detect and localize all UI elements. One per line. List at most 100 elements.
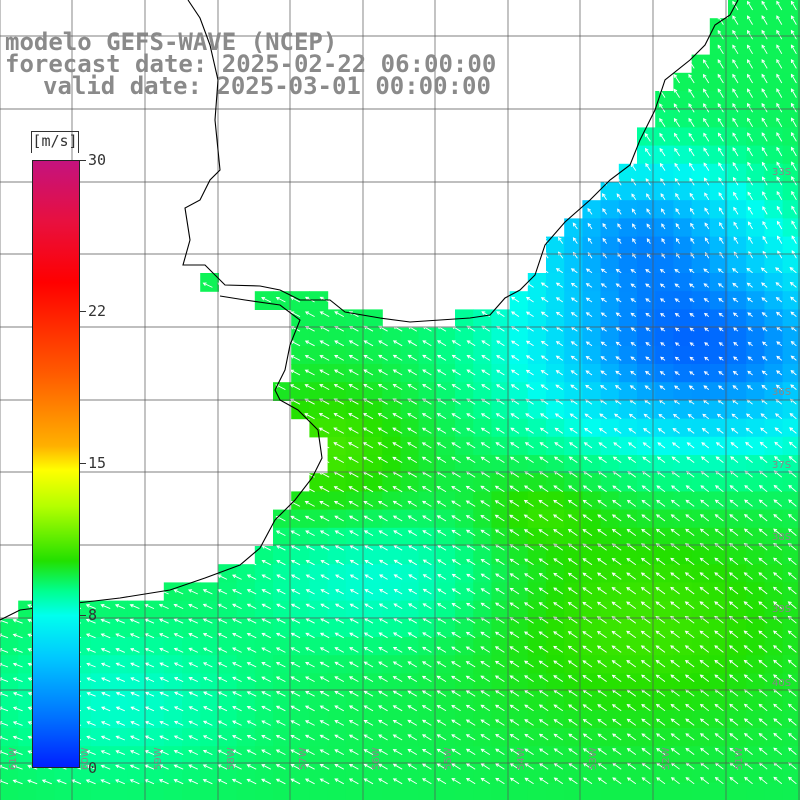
wind-arrow-head <box>675 237 680 242</box>
wind-arrow <box>788 777 797 785</box>
wind-arrow-head <box>659 385 664 389</box>
speed-cell <box>236 655 256 674</box>
speed-cell <box>327 509 347 529</box>
wind-arrow <box>407 471 418 478</box>
speed-cell <box>600 291 620 310</box>
wind-arrow <box>776 326 783 332</box>
speed-cell <box>600 782 620 800</box>
speed-cell <box>364 400 383 420</box>
wind-arrow <box>539 558 549 566</box>
wind-arrow-head <box>363 515 368 520</box>
speed-cell <box>618 163 638 183</box>
wind-arrow <box>276 676 286 682</box>
wind-arrow-head <box>701 427 706 432</box>
wind-arrow-head <box>659 73 663 78</box>
wind-arrow <box>762 176 768 186</box>
wind-arrow <box>758 586 768 595</box>
wind-arrow <box>334 471 345 478</box>
wind-arrow-head <box>538 660 543 665</box>
wind-arrow <box>717 30 724 40</box>
wind-arrow <box>747 312 753 317</box>
wind-arrow-head <box>704 342 709 346</box>
wind-arrow <box>670 645 680 653</box>
wind-arrow <box>583 719 593 726</box>
speed-cell <box>18 782 37 800</box>
wind-arrow-head <box>745 413 750 418</box>
speed-cell <box>436 582 456 602</box>
wind-arrow-head <box>524 690 529 694</box>
wind-arrow <box>407 413 418 420</box>
speed-cell <box>764 728 784 747</box>
wind-arrow <box>203 750 213 756</box>
wind-arrow <box>600 370 607 376</box>
wind-arrow-head <box>612 718 616 723</box>
speed-cell <box>728 200 747 219</box>
wind-arrow-head <box>747 221 752 226</box>
wind-arrow-head <box>630 327 635 331</box>
wind-arrow <box>305 530 315 536</box>
speed-cell <box>309 527 329 547</box>
wind-arrow <box>13 765 23 770</box>
wind-arrow-head <box>612 485 617 489</box>
wind-arrow <box>569 456 578 463</box>
wind-arrow <box>0 678 9 683</box>
speed-cell <box>673 364 693 383</box>
wind-arrow-head <box>101 691 106 696</box>
wind-arrow <box>630 385 637 390</box>
wind-arrow-head <box>674 177 679 182</box>
wind-arrow-head <box>553 499 558 504</box>
wind-arrow-head <box>480 485 485 490</box>
speed-cell <box>309 291 329 310</box>
wind-arrow-head <box>775 384 780 389</box>
wind-arrow <box>714 587 724 595</box>
wind-arrow <box>584 442 593 449</box>
wind-arrow-head <box>27 662 32 667</box>
speed-cell <box>491 400 511 420</box>
wind-arrow-head <box>631 208 636 213</box>
wind-arrow-head <box>657 442 662 446</box>
wind-arrow <box>732 283 739 288</box>
wind-arrow-head <box>703 298 708 302</box>
wind-arrow <box>261 662 272 668</box>
speed-cell <box>382 673 401 693</box>
wind-arrow-head <box>615 312 620 317</box>
speed-cell <box>728 600 747 620</box>
wind-arrow <box>791 206 797 215</box>
speed-cell <box>709 91 729 110</box>
wind-arrow <box>392 413 403 420</box>
wind-arrow <box>612 500 622 507</box>
wind-arrow-head <box>685 514 690 518</box>
wind-arrow-head <box>700 777 705 781</box>
wind-arrow-head <box>729 514 734 518</box>
wind-arrow-head <box>451 413 456 417</box>
speed-cell <box>273 782 292 800</box>
wind-arrow-head <box>421 398 427 403</box>
wind-arrow-head <box>555 282 560 287</box>
wind-arrow <box>217 779 228 785</box>
wind-arrow-head <box>27 750 32 754</box>
lon-label: 56W <box>371 747 382 770</box>
wind-arrow-head <box>659 118 663 123</box>
wind-arrow-head <box>130 706 135 710</box>
colorbar-tick <box>80 311 86 312</box>
wind-arrow <box>349 734 359 741</box>
wind-arrow <box>305 647 315 653</box>
speed-cell <box>728 109 747 128</box>
speed-cell <box>273 527 292 547</box>
wind-arrow-head <box>480 398 486 403</box>
wind-arrow <box>568 587 578 595</box>
wind-arrow-head <box>524 704 529 709</box>
wind-arrow <box>511 296 520 303</box>
wind-arrow-head <box>144 691 150 696</box>
wind-arrow-head <box>582 587 587 591</box>
wind-arrow-head <box>611 660 616 664</box>
wind-arrow <box>671 777 680 785</box>
speed-cell <box>546 655 565 674</box>
speed-cell <box>600 382 620 401</box>
wind-arrow-head <box>495 398 500 403</box>
coastline <box>0 0 739 621</box>
wind-arrow <box>304 413 315 420</box>
wind-arrow <box>700 499 710 507</box>
wind-arrow-head <box>363 530 368 534</box>
wind-arrow <box>789 267 797 274</box>
